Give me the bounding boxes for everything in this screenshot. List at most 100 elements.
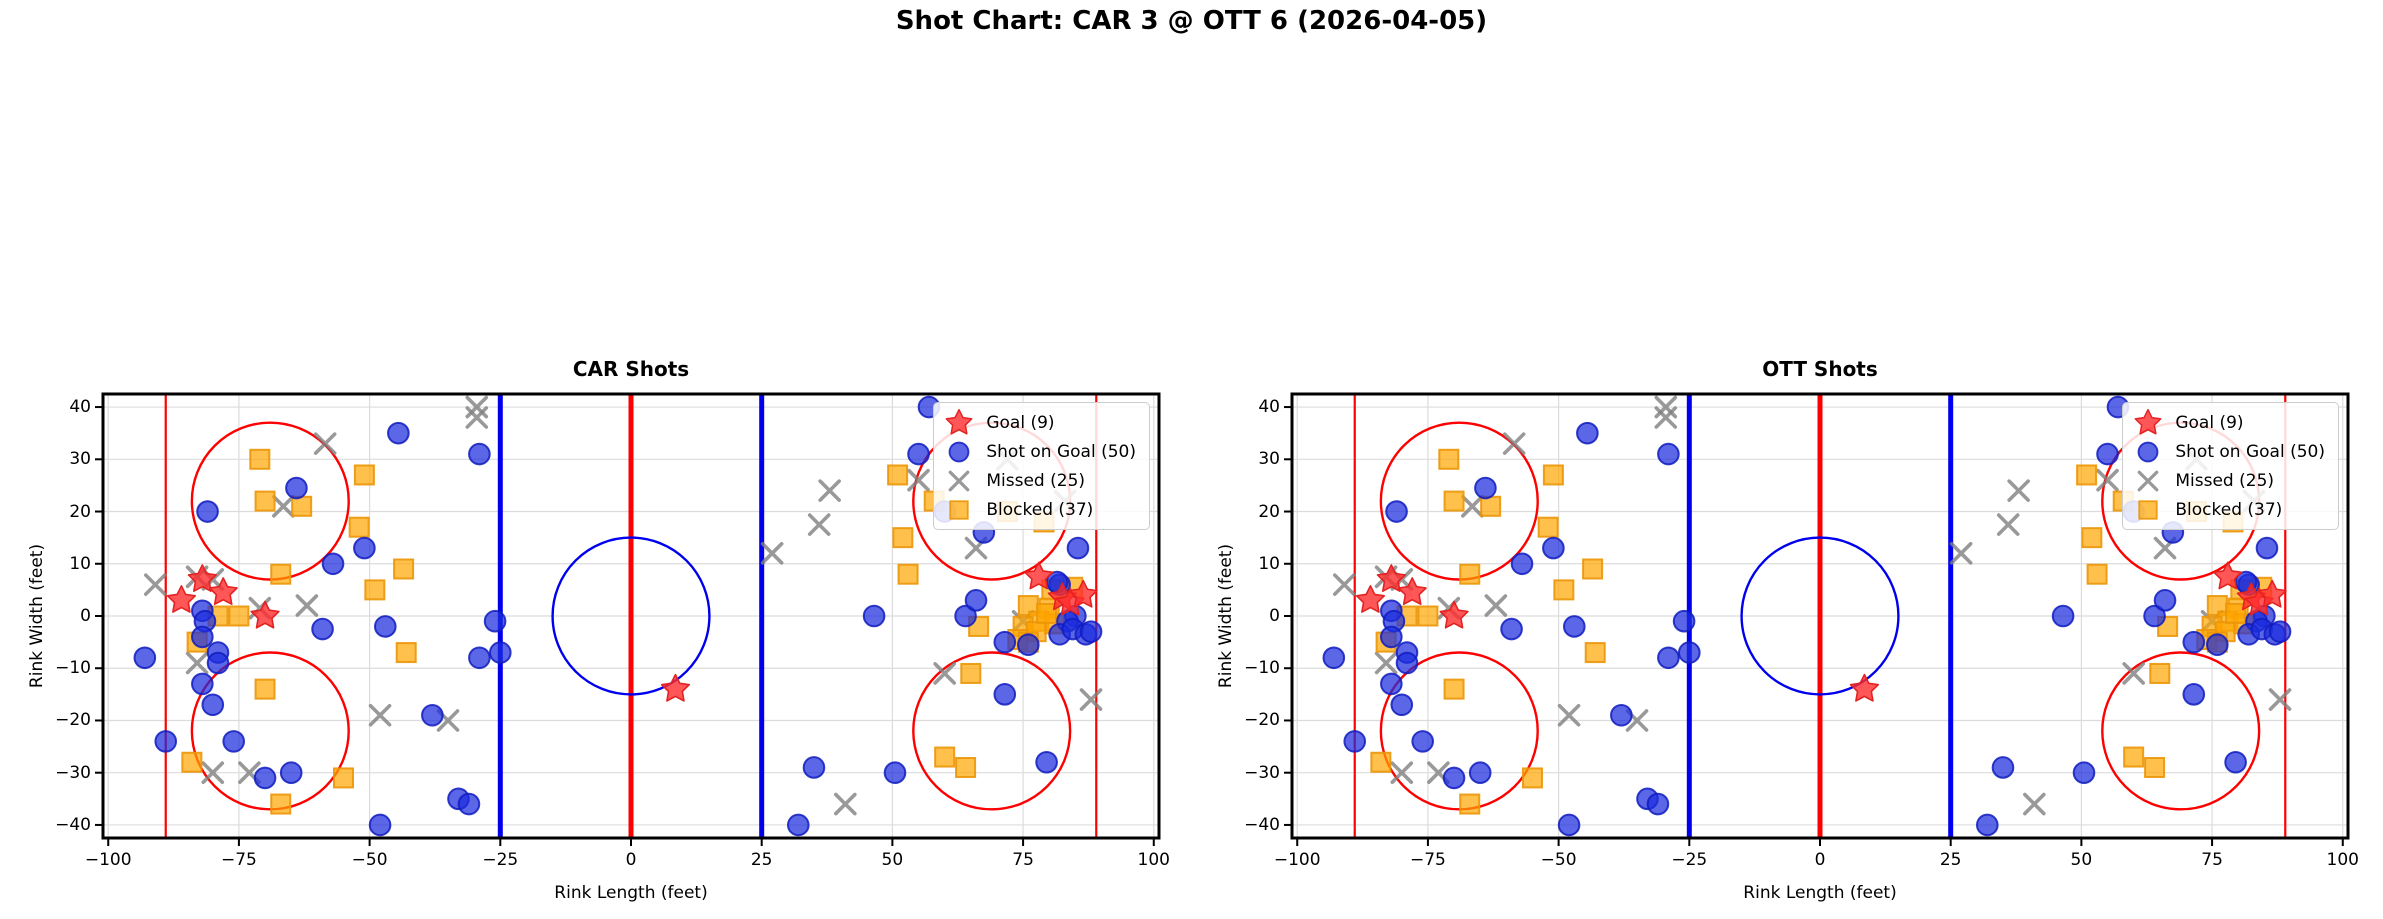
marker-square: [254, 678, 276, 700]
marker-circle: [1066, 536, 1090, 560]
marker-star: [250, 600, 280, 629]
y-tick-label: 20: [1258, 501, 1280, 522]
marker-circle: [1991, 756, 2015, 779]
legend-car: Goal (9) Shot on Goal (50) Missed (25) Bloc…: [933, 402, 1150, 530]
marker-star: [1849, 673, 1880, 702]
legend-marker-square-icon: [949, 499, 970, 520]
marker-square: [249, 448, 271, 470]
marker-square: [1459, 793, 1481, 815]
marker-circle: [387, 421, 410, 445]
legend-row-missed: Missed (25): [2132, 466, 2325, 495]
marker-circle: [1474, 476, 1497, 500]
marker-circle: [1380, 625, 1403, 649]
x-tick-label: −50: [1540, 850, 1577, 870]
marker-x: [1332, 573, 1356, 596]
marker-circle: [206, 651, 230, 675]
marker-x: [1374, 651, 1398, 675]
marker-circle: [1678, 641, 1701, 664]
marker-square: [270, 563, 292, 585]
marker-circle: [2153, 589, 2177, 612]
marker-x: [760, 542, 784, 565]
legend-label: Goal (9): [986, 412, 1055, 433]
marker-x: [2007, 479, 2030, 502]
marker-square: [2149, 662, 2171, 684]
marker-x: [2023, 792, 2046, 816]
marker-x: [807, 513, 831, 536]
marker-star: [166, 585, 197, 613]
marker-circle: [993, 683, 1017, 706]
y-axis-label-ott: Rink Width (feet): [1216, 543, 1236, 689]
marker-x: [907, 468, 930, 492]
marker-square: [897, 563, 919, 585]
marker-square: [2081, 527, 2103, 549]
marker-star: [1355, 585, 1386, 613]
faceoff-circle: [912, 651, 1072, 811]
legend-row-goal: Goal (9): [2132, 408, 2325, 437]
marker-x: [1502, 432, 1526, 455]
marker-circle: [279, 761, 303, 785]
marker-x: [1484, 594, 1508, 617]
marker-circle: [489, 641, 512, 664]
marker-circle: [1557, 813, 1581, 837]
marker-circle: [1562, 615, 1586, 638]
marker-square: [1443, 490, 1465, 512]
marker-star: [1024, 561, 1054, 590]
marker-circle: [191, 672, 214, 696]
marker-circle: [321, 552, 345, 576]
marker-circle: [421, 703, 444, 727]
marker-x: [313, 432, 337, 455]
marker-circle: [133, 646, 157, 670]
marker-star: [1397, 577, 1427, 606]
marker-square: [960, 662, 982, 684]
marker-circle: [964, 589, 988, 612]
y-tick-label: 40: [69, 397, 91, 418]
marker-circle: [368, 813, 392, 837]
marker-circle: [883, 761, 907, 785]
marker-circle: [311, 617, 334, 641]
legend-marker-star-icon: [945, 408, 973, 435]
x-tick-label: −100: [1273, 850, 1321, 870]
marker-circle: [201, 693, 225, 717]
marker-circle: [222, 730, 245, 753]
marker-star: [1439, 600, 1469, 629]
x-tick-label: 50: [2070, 850, 2093, 870]
marker-square: [2086, 563, 2108, 585]
marker-circle: [993, 630, 1017, 654]
marker-circle: [373, 615, 397, 638]
legend-marker-x-icon: [2137, 470, 2159, 491]
marker-square: [395, 642, 417, 664]
marker-x-legend: [948, 470, 970, 491]
legend-row-blocked: Blocked (37): [2132, 495, 2325, 524]
marker-circle: [2072, 761, 2096, 785]
marker-square: [270, 793, 292, 815]
marker-circle: [2224, 750, 2247, 774]
y-tick-label: −30: [1244, 762, 1280, 783]
marker-square: [332, 767, 354, 789]
marker-x: [1949, 542, 1973, 565]
marker-square: [2123, 746, 2145, 768]
marker-circle: [353, 536, 376, 560]
subplot-car: CAR Shots −100 −75 −50 −25 0 25 50 75 100 −40 −30…: [27, 357, 1170, 903]
marker-circle: [862, 604, 886, 628]
marker-circle: [1380, 672, 1403, 696]
marker-square: [353, 464, 375, 486]
figure-title: Shot Chart: CAR 3 @ OTT 6 (2026-04-05): [895, 6, 1488, 36]
marker-x: [933, 662, 956, 685]
marker-x: [1079, 688, 1103, 711]
marker-circle: [954, 604, 977, 628]
legend-row-blocked: Blocked (37): [943, 495, 1136, 524]
marker-x: [185, 651, 209, 675]
marker-x: [465, 406, 489, 429]
marker-circle: [2143, 604, 2166, 628]
marker-circle: [1657, 646, 1680, 670]
marker-circle: [2051, 604, 2075, 628]
center-circle: [551, 536, 711, 696]
y-tick-label: 30: [69, 449, 91, 470]
legend-label: Blocked (37): [986, 499, 1094, 520]
legend-marker-circle-icon: [2137, 441, 2159, 462]
y-axis-label-car: Rink Width (feet): [27, 543, 47, 689]
marker-x: [143, 573, 167, 596]
marker-square: [254, 490, 276, 512]
y-tick-label: −20: [1244, 710, 1280, 731]
marker-circle: [802, 756, 826, 779]
